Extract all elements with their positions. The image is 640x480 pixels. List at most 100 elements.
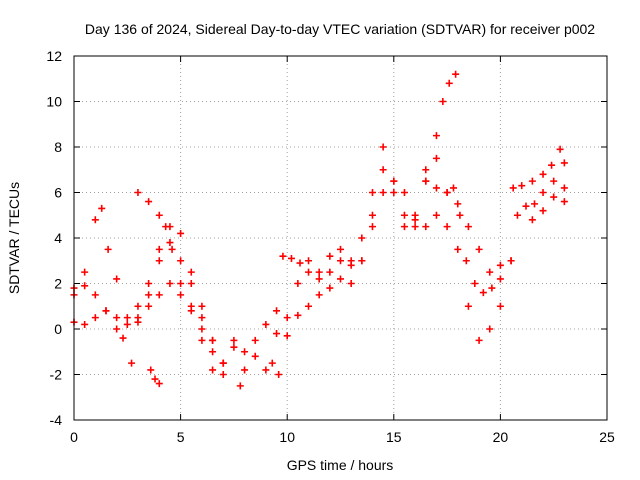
data-point <box>273 330 281 338</box>
data-point <box>315 291 323 299</box>
data-point <box>155 211 163 219</box>
data-point <box>279 252 287 260</box>
data-point <box>162 223 170 231</box>
y-tick-label: 8 <box>54 139 62 155</box>
data-point <box>400 189 408 196</box>
data-series <box>279 166 398 276</box>
data-point <box>443 189 451 196</box>
data-point <box>305 302 313 310</box>
data-point <box>91 314 99 322</box>
y-tick-label: 10 <box>46 94 62 110</box>
data-point <box>134 302 142 310</box>
data-point <box>268 359 276 367</box>
data-point <box>113 314 121 322</box>
data-point <box>464 302 472 310</box>
data-point <box>550 193 558 201</box>
x-axis-label: GPS time / hours <box>287 457 394 473</box>
data-series <box>400 211 515 344</box>
data-point <box>219 359 227 367</box>
data-point <box>177 229 185 237</box>
data-point <box>294 280 302 287</box>
data-point <box>479 289 487 297</box>
y-tick-label: 2 <box>54 276 62 292</box>
data-point <box>507 257 515 265</box>
data-series <box>509 170 568 192</box>
x-tick-label: 0 <box>70 429 78 445</box>
data-point <box>456 211 464 219</box>
data-point <box>488 284 496 292</box>
data-point <box>528 177 536 185</box>
data-point <box>113 325 121 333</box>
data-point <box>379 143 387 151</box>
data-point <box>315 268 323 276</box>
data-point <box>128 359 136 367</box>
data-point <box>155 291 163 299</box>
data-point <box>531 200 539 208</box>
data-point <box>486 268 494 276</box>
data-point <box>411 223 419 231</box>
data-point <box>241 348 249 356</box>
data-point <box>145 198 153 206</box>
data-point <box>556 145 564 153</box>
data-point <box>464 223 472 231</box>
data-point <box>155 245 163 253</box>
data-point <box>548 161 556 169</box>
data-point <box>443 223 451 231</box>
data-point <box>177 280 185 287</box>
data-point <box>81 268 89 276</box>
data-point <box>379 166 387 174</box>
x-tick-label: 15 <box>386 429 402 445</box>
data-point <box>439 98 447 105</box>
data-point <box>315 275 323 283</box>
data-point <box>187 302 195 310</box>
data-point <box>445 79 453 87</box>
data-point <box>251 336 259 344</box>
data-point <box>400 211 408 219</box>
data-point <box>326 268 334 276</box>
data-point <box>560 184 568 192</box>
y-tick-label: -4 <box>50 412 63 428</box>
y-tick-label: 6 <box>54 185 62 201</box>
data-point <box>155 380 163 388</box>
data-point <box>496 275 504 283</box>
data-point <box>236 382 244 390</box>
data-point <box>209 348 217 356</box>
data-point <box>262 320 270 328</box>
data-point <box>134 314 142 322</box>
data-point <box>296 259 304 267</box>
x-tick-label: 20 <box>493 429 509 445</box>
data-point <box>209 366 217 374</box>
data-point <box>432 132 440 140</box>
x-tick-label: 25 <box>599 429 615 445</box>
data-point <box>119 334 127 342</box>
data-point <box>422 177 430 185</box>
y-tick-label: 4 <box>54 230 62 246</box>
data-point <box>560 159 568 167</box>
y-tick-label: -2 <box>50 367 63 383</box>
data-point <box>123 314 131 322</box>
data-point <box>432 184 440 192</box>
data-point <box>145 302 153 310</box>
data-point <box>454 200 462 208</box>
data-point <box>539 189 547 196</box>
data-series <box>422 177 515 276</box>
data-series <box>134 189 281 367</box>
data-point <box>449 184 457 192</box>
data-series <box>449 184 504 297</box>
data-point <box>275 371 283 378</box>
data-point <box>145 291 153 299</box>
data-series <box>147 352 283 390</box>
data-point <box>151 375 159 383</box>
data-point <box>198 336 206 344</box>
data-point <box>539 170 547 178</box>
data-point <box>379 189 387 196</box>
data-series <box>528 193 568 224</box>
data-point <box>337 257 344 265</box>
data-point <box>251 352 259 360</box>
data-series <box>283 189 387 340</box>
data-point <box>187 280 195 287</box>
data-point <box>422 166 430 174</box>
data-point <box>168 245 176 253</box>
data-point <box>287 254 295 262</box>
